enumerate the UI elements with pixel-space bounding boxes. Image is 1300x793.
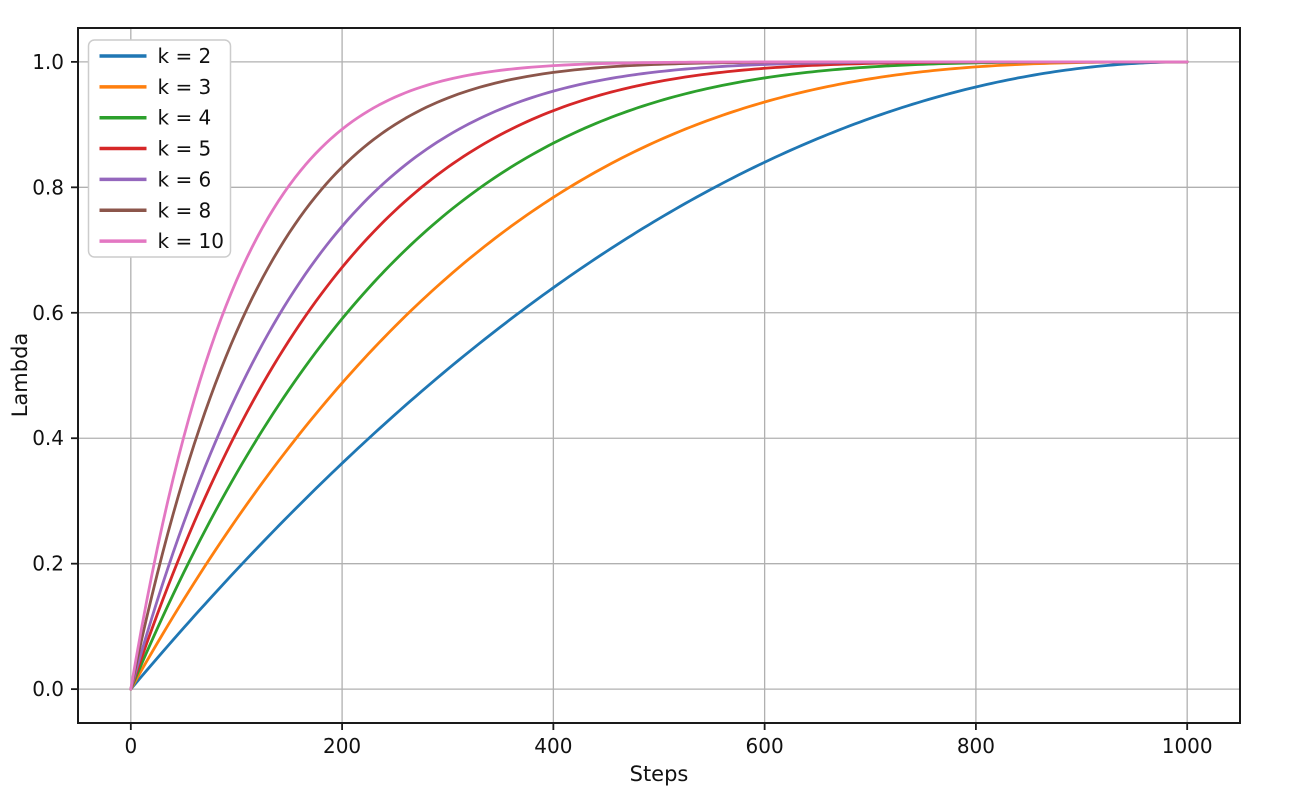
legend-label: k = 5 bbox=[158, 137, 212, 161]
y-tick-label: 0.8 bbox=[32, 175, 64, 199]
x-tick-label: 400 bbox=[534, 734, 572, 758]
y-tick-label: 1.0 bbox=[32, 50, 64, 74]
legend-label: k = 6 bbox=[158, 167, 212, 191]
x-tick-label: 0 bbox=[124, 734, 137, 758]
series-line-k-3 bbox=[129, 60, 1189, 691]
x-tick-label: 1000 bbox=[1162, 734, 1213, 758]
legend-label: k = 3 bbox=[158, 75, 212, 99]
series-line-k-4 bbox=[129, 60, 1189, 691]
y-tick-labels: 0.0 0.2 0.4 0.6 0.8 1.0 bbox=[32, 50, 64, 701]
series-line-k-5 bbox=[129, 60, 1189, 691]
series-line-k-2 bbox=[129, 60, 1189, 691]
x-tick-label: 600 bbox=[746, 734, 784, 758]
legend-label: k = 8 bbox=[158, 198, 212, 222]
legend: k = 2 k = 3 k = 4 k = 5 k = 6 k = 8 k = 10 bbox=[87, 39, 232, 258]
series-curves bbox=[129, 60, 1189, 691]
y-tick-label: 0.2 bbox=[32, 552, 64, 576]
legend-box bbox=[87, 39, 232, 258]
series-line-k-8 bbox=[129, 60, 1189, 691]
legend-label: k = 4 bbox=[158, 106, 212, 130]
axes-spines bbox=[77, 27, 1241, 724]
tick-marks bbox=[71, 60, 1189, 730]
x-axis-label: Steps bbox=[630, 762, 689, 786]
legend-label: k = 10 bbox=[158, 229, 225, 253]
y-tick-label: 0.0 bbox=[32, 677, 64, 701]
legend-label: k = 2 bbox=[158, 44, 212, 68]
gridlines bbox=[78, 28, 1240, 723]
y-axis-label: Lambda bbox=[8, 333, 32, 418]
x-tick-label: 200 bbox=[323, 734, 361, 758]
series-line-k-10 bbox=[129, 60, 1189, 691]
x-tick-labels: 0 200 400 600 800 1000 bbox=[124, 734, 1212, 758]
y-tick-label: 0.4 bbox=[32, 426, 64, 450]
y-tick-label: 0.6 bbox=[32, 301, 64, 325]
series-line-k-6 bbox=[129, 60, 1189, 691]
x-tick-label: 800 bbox=[957, 734, 995, 758]
